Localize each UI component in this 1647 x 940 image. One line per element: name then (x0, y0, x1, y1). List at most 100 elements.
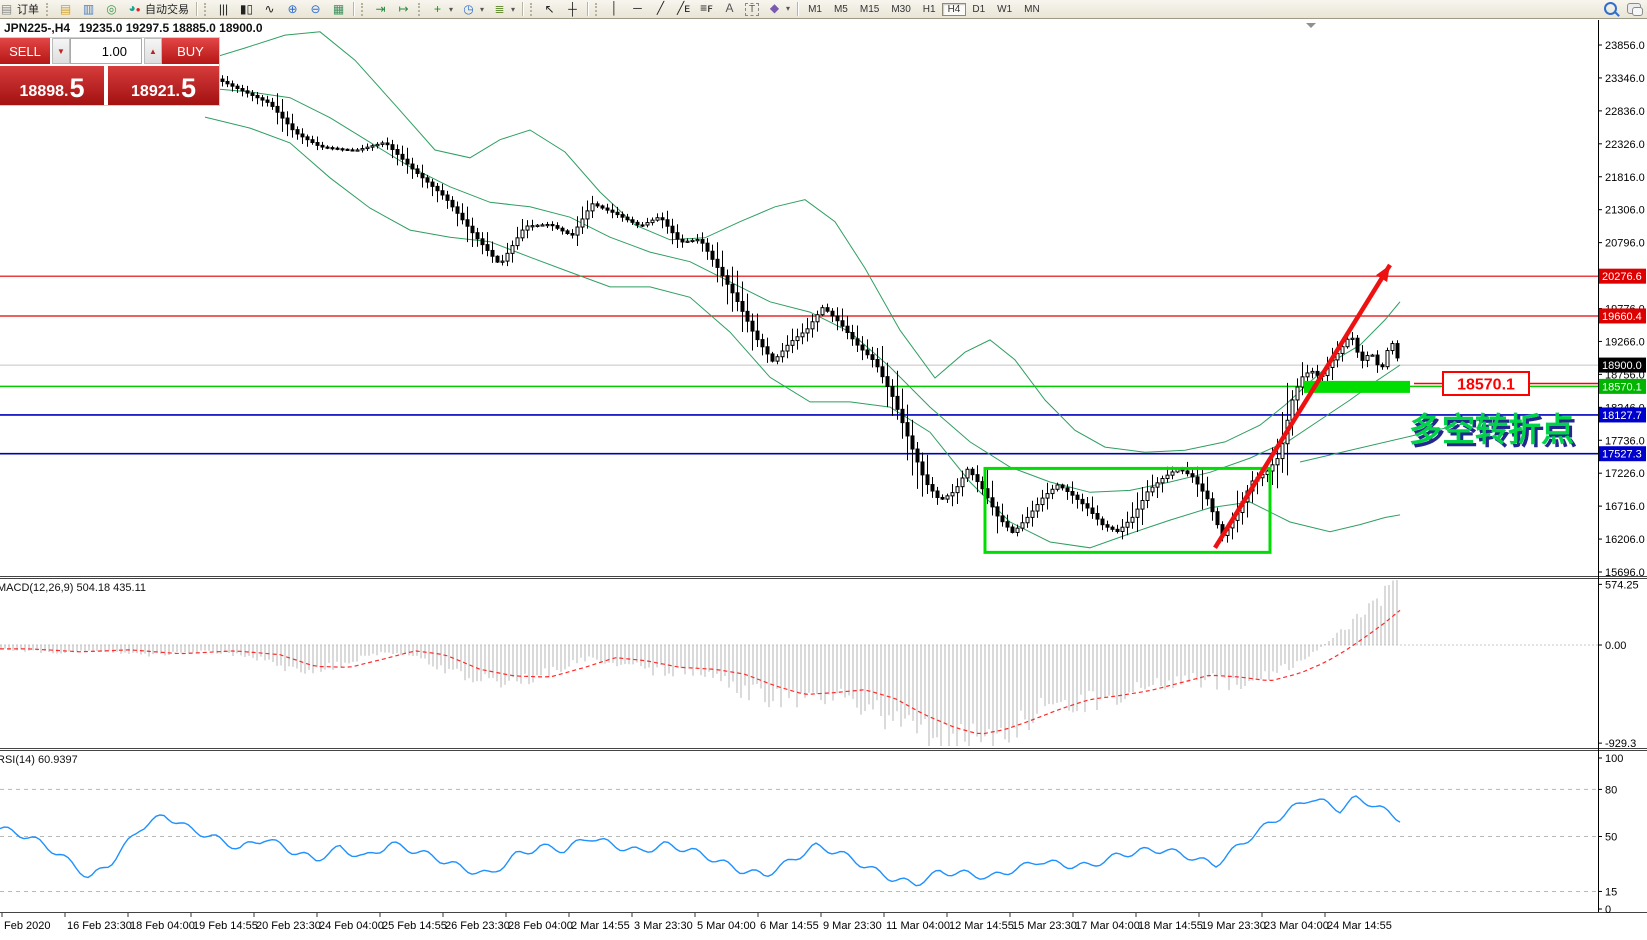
chat-icon[interactable] (1627, 3, 1643, 16)
horizontal-line-button[interactable]: ─ (626, 0, 649, 18)
rsi-tick-label: 100 (1605, 753, 1623, 765)
indicators-button[interactable]: + ▾ (426, 0, 457, 19)
toolbar-grip (530, 2, 535, 16)
zoom-out-icon: ⊖ (310, 1, 321, 16)
auto-scroll-button[interactable]: ⇥ (369, 0, 392, 19)
ask-price[interactable]: 18921. 5 (108, 66, 219, 105)
candlestick-series (0, 56, 1400, 543)
tab-timeframe-H1[interactable]: H1 (922, 3, 936, 15)
periods-button[interactable]: ◷ ▾ (457, 0, 488, 19)
tab-timeframe-MN[interactable]: MN (1024, 3, 1040, 15)
tab-timeframe-H4[interactable]: H4 (941, 2, 967, 16)
zoom-in-button[interactable]: ⊕ (281, 0, 304, 19)
vertical-line-button[interactable]: │ (603, 0, 626, 18)
toolbar-separator (587, 2, 590, 16)
new-order-icon: ▤ (0, 1, 13, 16)
price-badge (1599, 308, 1646, 324)
price-tick-label: 21816.0 (1605, 172, 1645, 184)
scroll-marker-icon[interactable] (1306, 23, 1316, 28)
data-window-icon: ▥ (82, 1, 95, 16)
market-watch-icon: ▤ (59, 1, 72, 16)
tile-windows-button[interactable]: ▦ (327, 0, 350, 19)
tab-timeframe-M15[interactable]: M15 (859, 3, 880, 15)
rsi-tick-label: 15 (1605, 886, 1617, 898)
time-tick-label: 18 Mar 14:55 (1138, 920, 1203, 932)
auto-scroll-icon: ⇥ (375, 1, 386, 16)
fibo-retracement-button[interactable]: ≡ꜰ (695, 0, 718, 18)
time-tick-label: 28 Feb 04:00 (508, 920, 573, 932)
time-tick-label: 17 Mar 04:00 (1075, 920, 1140, 932)
navigator-icon: ◎ (106, 1, 117, 16)
price-badge (1599, 446, 1646, 462)
price-flag-text: 18570.1 (1457, 377, 1515, 394)
volume-decrease-button[interactable]: ▼ (52, 38, 70, 64)
chevron-down-icon: ▾ (786, 4, 791, 13)
buy-button[interactable]: BUY (162, 38, 219, 64)
price-tick-label: 17736.0 (1605, 435, 1645, 447)
time-tick-label: 12 Mar 14:55 (949, 920, 1014, 932)
arrows-button[interactable]: ◆ ▾ (763, 0, 794, 18)
crosshair-button[interactable]: ┼ (561, 0, 584, 19)
text-button[interactable]: A (718, 0, 741, 18)
rsi-tick-label: 80 (1605, 784, 1617, 796)
candlestick-chart-button[interactable]: ▮▯ (235, 0, 258, 19)
search-icon[interactable] (1604, 2, 1617, 15)
price-badge (1599, 268, 1646, 284)
text-label-icon: T (745, 3, 760, 16)
volume-increase-button[interactable]: ▲ (144, 38, 162, 64)
tab-timeframe-M1[interactable]: M1 (808, 3, 822, 15)
price-axis[interactable]: 23856.0 23346.0 22836.0 22326.0 21816.0 21306… (1598, 40, 1646, 916)
fibo-retracement-icon: ≡ꜰ (700, 1, 713, 15)
cursor-button[interactable]: ↖ (538, 0, 561, 19)
note-text[interactable]: 多空转折点 (1409, 411, 1574, 448)
rsi-pane (0, 788, 1598, 892)
sell-button[interactable]: SELL (0, 38, 50, 64)
fibo-expansion-button[interactable]: ╱ᴇ (672, 0, 695, 18)
price-tick-label: 19266.0 (1605, 336, 1645, 348)
text-label-button[interactable]: T (741, 0, 763, 19)
rsi-label: RSI(14) 60.9397 (0, 754, 78, 766)
volume-input[interactable]: 1.00 (70, 38, 142, 64)
time-tick-label: 24 Mar 14:55 (1327, 920, 1392, 932)
templates-button[interactable]: ≣ ▾ (488, 0, 519, 19)
bid-price-main: 18898. (19, 83, 69, 100)
periods-icon: ◷ (463, 1, 474, 16)
breakout-band-annotation[interactable] (1304, 380, 1410, 393)
ohlc-values: 19235.0 19297.5 18885.0 18900.0 (79, 21, 263, 35)
main-toolbar: ▤ 订单 ▤ ▥ ◎ ◕● 自动交易 ||| ▮▯ ∿ ⊕ ⊖ ▦ ⇥ ↦ + ▾ ◷ ▾ ≣ ▾ ↖ ┼ … (0, 0, 1647, 19)
bar-chart-button[interactable]: ||| (212, 0, 235, 19)
tab-timeframe-M5[interactable]: M5 (833, 3, 848, 15)
templates-icon: ≣ (494, 1, 505, 16)
data-window-button[interactable]: ▥ (77, 0, 100, 19)
price-flag-annotation[interactable] (1442, 371, 1530, 396)
note-text-shadow: 多空转折点 (1412, 414, 1577, 451)
bid-price[interactable]: 18898. 5 (0, 66, 104, 105)
trendline-object[interactable] (1299, 419, 1481, 463)
navigator-button[interactable]: ◎ (100, 0, 123, 19)
vertical-line-icon: │ (610, 1, 619, 15)
toolbar-separator (522, 2, 525, 16)
tab-timeframe-W1[interactable]: W1 (997, 3, 1013, 15)
trend-arrow-annotation[interactable] (1213, 263, 1392, 550)
line-chart-button[interactable]: ∿ (258, 0, 281, 19)
tab-timeframe-M30[interactable]: M30 (891, 3, 911, 15)
toolbar-grip (46, 2, 51, 16)
price-badge (1599, 357, 1646, 373)
autotrading-button[interactable]: ◕● 自动交易 (123, 0, 193, 19)
ask-price-frac: 5 (180, 73, 196, 103)
tab-timeframe-D1[interactable]: D1 (972, 3, 986, 15)
price-badge-label: 20276.6 (1602, 271, 1642, 283)
chart-shift-button[interactable]: ↦ (392, 0, 415, 19)
timeframe-group: M1 M5 M15 M30 H1 H4 D1 W1 MN (802, 2, 1046, 17)
market-watch-button[interactable]: ▤ (54, 0, 77, 19)
consolidation-box-annotation[interactable] (983, 466, 1272, 554)
chevron-down-icon: ▾ (480, 4, 485, 14)
macd-signal-line (0, 609, 1401, 735)
new-order-button[interactable]: ▤ 订单 (0, 0, 43, 19)
time-tick-label: Feb 2020 (4, 920, 50, 932)
trendline-button[interactable]: ╱ (649, 0, 672, 18)
zoom-out-button[interactable]: ⊖ (304, 0, 327, 19)
